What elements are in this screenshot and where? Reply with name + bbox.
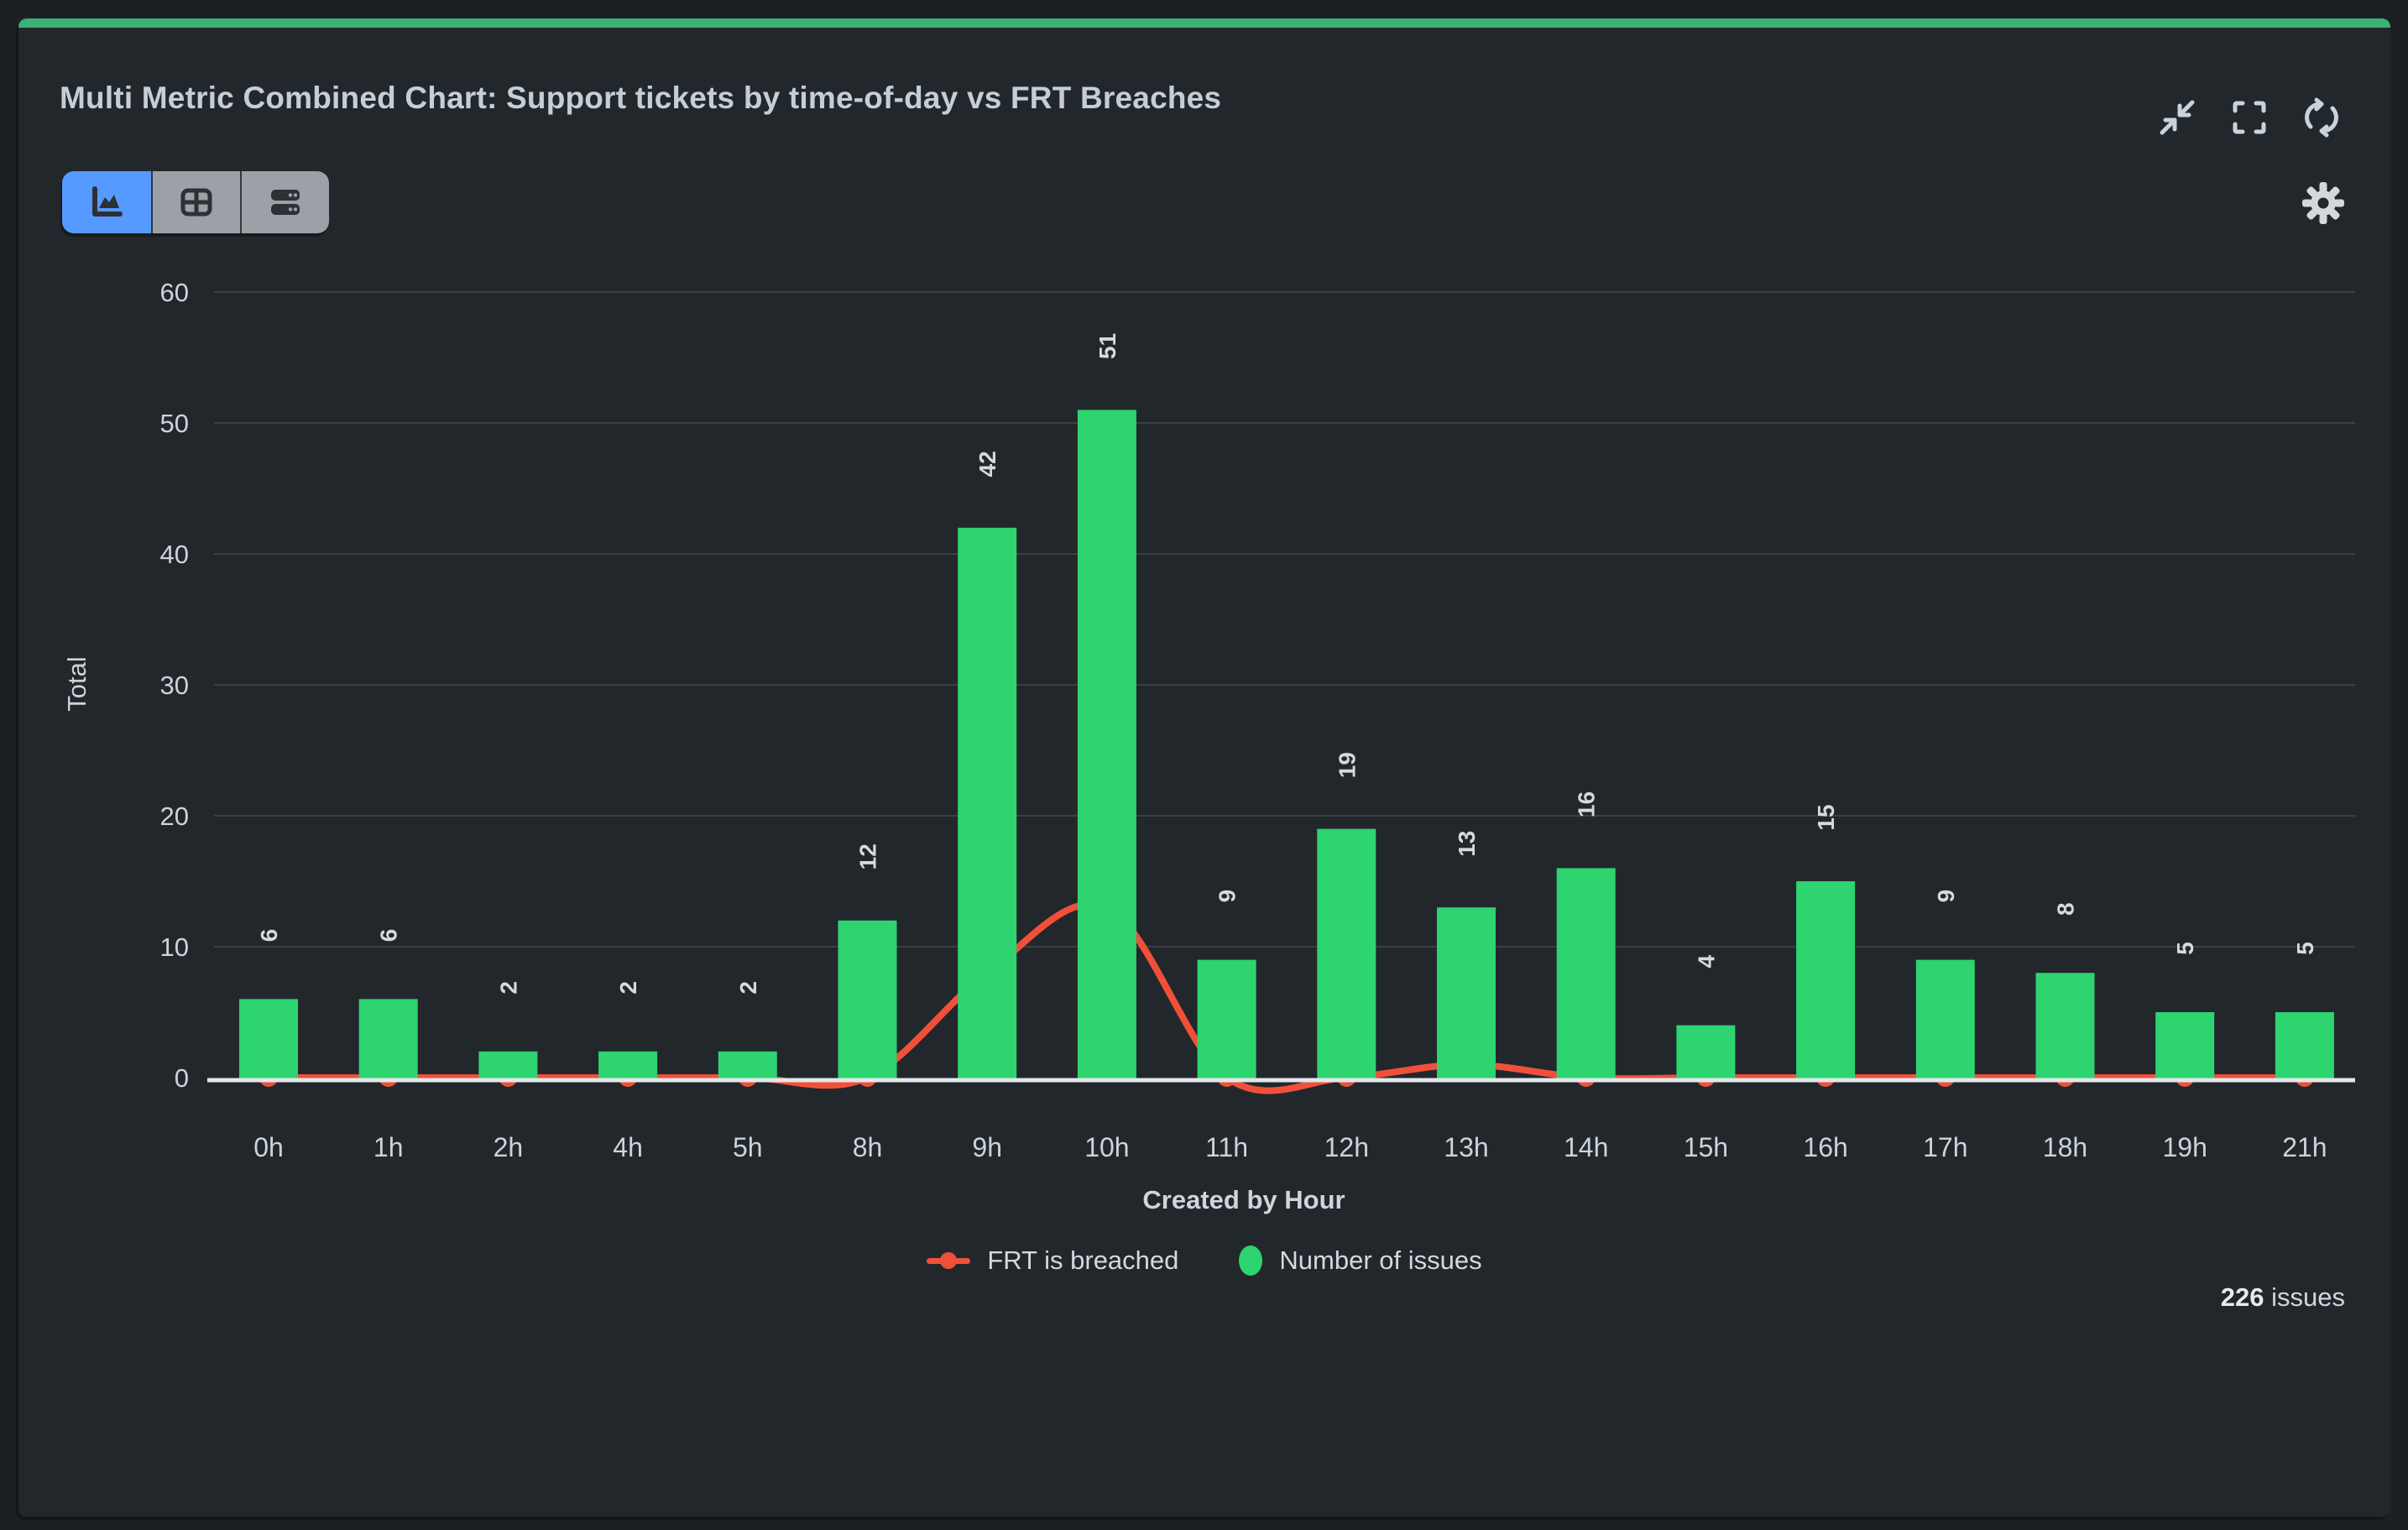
bar-17h[interactable] [1915, 959, 1975, 1080]
fullscreen-icon[interactable] [2228, 96, 2271, 139]
view-rows-button[interactable] [240, 171, 329, 233]
rows-icon [271, 190, 300, 215]
bar-value-label: 9 [1933, 890, 1959, 903]
chart-widget-card: Multi Metric Combined Chart: Support tic… [18, 18, 2390, 1517]
x-tick-label-13h: 13h [1444, 1132, 1488, 1162]
bar-value-label: 9 [1214, 890, 1241, 903]
bar-13h[interactable] [1437, 907, 1496, 1080]
gear-icon[interactable] [2300, 180, 2347, 227]
bar-value-label: 2 [615, 981, 641, 995]
view-table-button[interactable] [151, 171, 240, 233]
view-area-chart-button[interactable] [62, 171, 151, 233]
legend-label: FRT is breached [987, 1245, 1179, 1275]
x-tick-label-16h: 16h [1803, 1132, 1847, 1162]
bar-value-label: 13 [1454, 831, 1480, 857]
x-tick-label-2h: 2h [494, 1132, 524, 1162]
bar-8h[interactable] [838, 920, 897, 1080]
header-icons [2155, 96, 2343, 139]
y-axis-title: Total [62, 656, 91, 711]
table-icon [180, 188, 212, 217]
y-tick-label: 40 [160, 540, 189, 569]
bar-value-label: 15 [1813, 804, 1839, 830]
bar-16h[interactable] [1796, 881, 1856, 1080]
y-tick-label: 0 [175, 1063, 189, 1093]
x-tick-label-15h: 15h [1684, 1132, 1728, 1162]
x-axis-title: Created by Hour [1142, 1185, 1345, 1214]
legend-dot-marker [1239, 1245, 1263, 1276]
bar-21h[interactable] [2275, 1012, 2334, 1080]
bar-5h[interactable] [718, 1051, 777, 1080]
y-tick-label: 30 [160, 671, 189, 700]
x-tick-label-12h: 12h [1324, 1132, 1369, 1162]
bar-12h[interactable] [1317, 828, 1376, 1080]
x-tick-label-9h: 9h [972, 1132, 1002, 1162]
frt-breached-line[interactable] [265, 901, 2308, 1094]
x-tick-label-17h: 17h [1923, 1132, 1967, 1162]
bar-0h[interactable] [239, 999, 298, 1080]
bar-value-label: 42 [974, 451, 1000, 477]
card-accent-bar [18, 18, 2390, 28]
collapse-icon[interactable] [2155, 96, 2199, 139]
bar-value-label: 6 [376, 929, 402, 943]
x-tick-label-19h: 19h [2163, 1132, 2207, 1162]
gear-glyph [2302, 182, 2344, 224]
x-tick-label-18h: 18h [2043, 1132, 2087, 1162]
view-switcher [62, 171, 329, 233]
bar-value-label: 19 [1334, 752, 1360, 778]
bar-14h[interactable] [1556, 868, 1616, 1080]
bar-value-label: 6 [256, 929, 282, 943]
area-chart-icon [92, 186, 123, 217]
bar-value-label: 2 [735, 981, 761, 995]
x-tick-label-14h: 14h [1564, 1132, 1608, 1162]
bar-15h[interactable] [1676, 1025, 1736, 1080]
bar-value-label: 8 [2053, 902, 2079, 916]
y-tick-label: 20 [160, 802, 189, 831]
bar-1h[interactable] [358, 999, 418, 1080]
bar-value-label: 4 [1693, 954, 1719, 968]
issue-count-suffix: issues [2271, 1282, 2345, 1312]
x-tick-label-4h: 4h [613, 1132, 643, 1162]
legend-item-number-of-issues[interactable]: Number of issues [1239, 1245, 1482, 1276]
issue-count: 226 issues [2221, 1282, 2345, 1313]
x-tick-label-1h: 1h [373, 1132, 404, 1162]
legend-item-frt-breached[interactable]: FRT is breached [927, 1245, 1178, 1276]
y-tick-label: 60 [160, 278, 189, 307]
x-tick-label-5h: 5h [733, 1132, 763, 1162]
bar-2h[interactable] [478, 1051, 538, 1080]
chart-legend: FRT is breached Number of issues [18, 1245, 2390, 1276]
bar-9h[interactable] [958, 527, 1017, 1080]
bar-11h[interactable] [1197, 959, 1256, 1080]
y-tick-label: 50 [160, 409, 189, 438]
bar-18h[interactable] [2035, 973, 2095, 1080]
bar-19h[interactable] [2155, 1012, 2215, 1080]
legend-label: Number of issues [1279, 1245, 1482, 1275]
x-tick-label-8h: 8h [853, 1132, 883, 1162]
x-tick-label-11h: 11h [1205, 1132, 1248, 1162]
refresh-icon[interactable] [2300, 96, 2343, 139]
bar-value-label: 5 [2172, 942, 2198, 955]
bar-10h[interactable] [1077, 410, 1136, 1080]
x-tick-label-21h: 21h [2282, 1132, 2327, 1162]
bar-value-label: 16 [1574, 791, 1600, 817]
bar-value-label: 2 [495, 981, 521, 995]
bar-4h[interactable] [598, 1051, 658, 1080]
y-tick-label: 10 [160, 932, 189, 962]
bar-value-label: 51 [1094, 333, 1120, 359]
bar-value-label: 5 [2292, 942, 2318, 955]
combo-chart: 0 10 20 30 40 50 60 Total 6 6 2 2 2 12 42 51 9 19 13 16 4 15 9… [62, 278, 2355, 1214]
x-tick-label-0h: 0h [253, 1132, 284, 1162]
issue-count-number: 226 [2220, 1282, 2264, 1312]
x-tick-label-10h: 10h [1084, 1132, 1129, 1162]
legend-line-marker [927, 1257, 971, 1264]
chart-title: Multi Metric Combined Chart: Support tic… [60, 81, 1222, 115]
bar-value-label: 12 [855, 843, 881, 869]
